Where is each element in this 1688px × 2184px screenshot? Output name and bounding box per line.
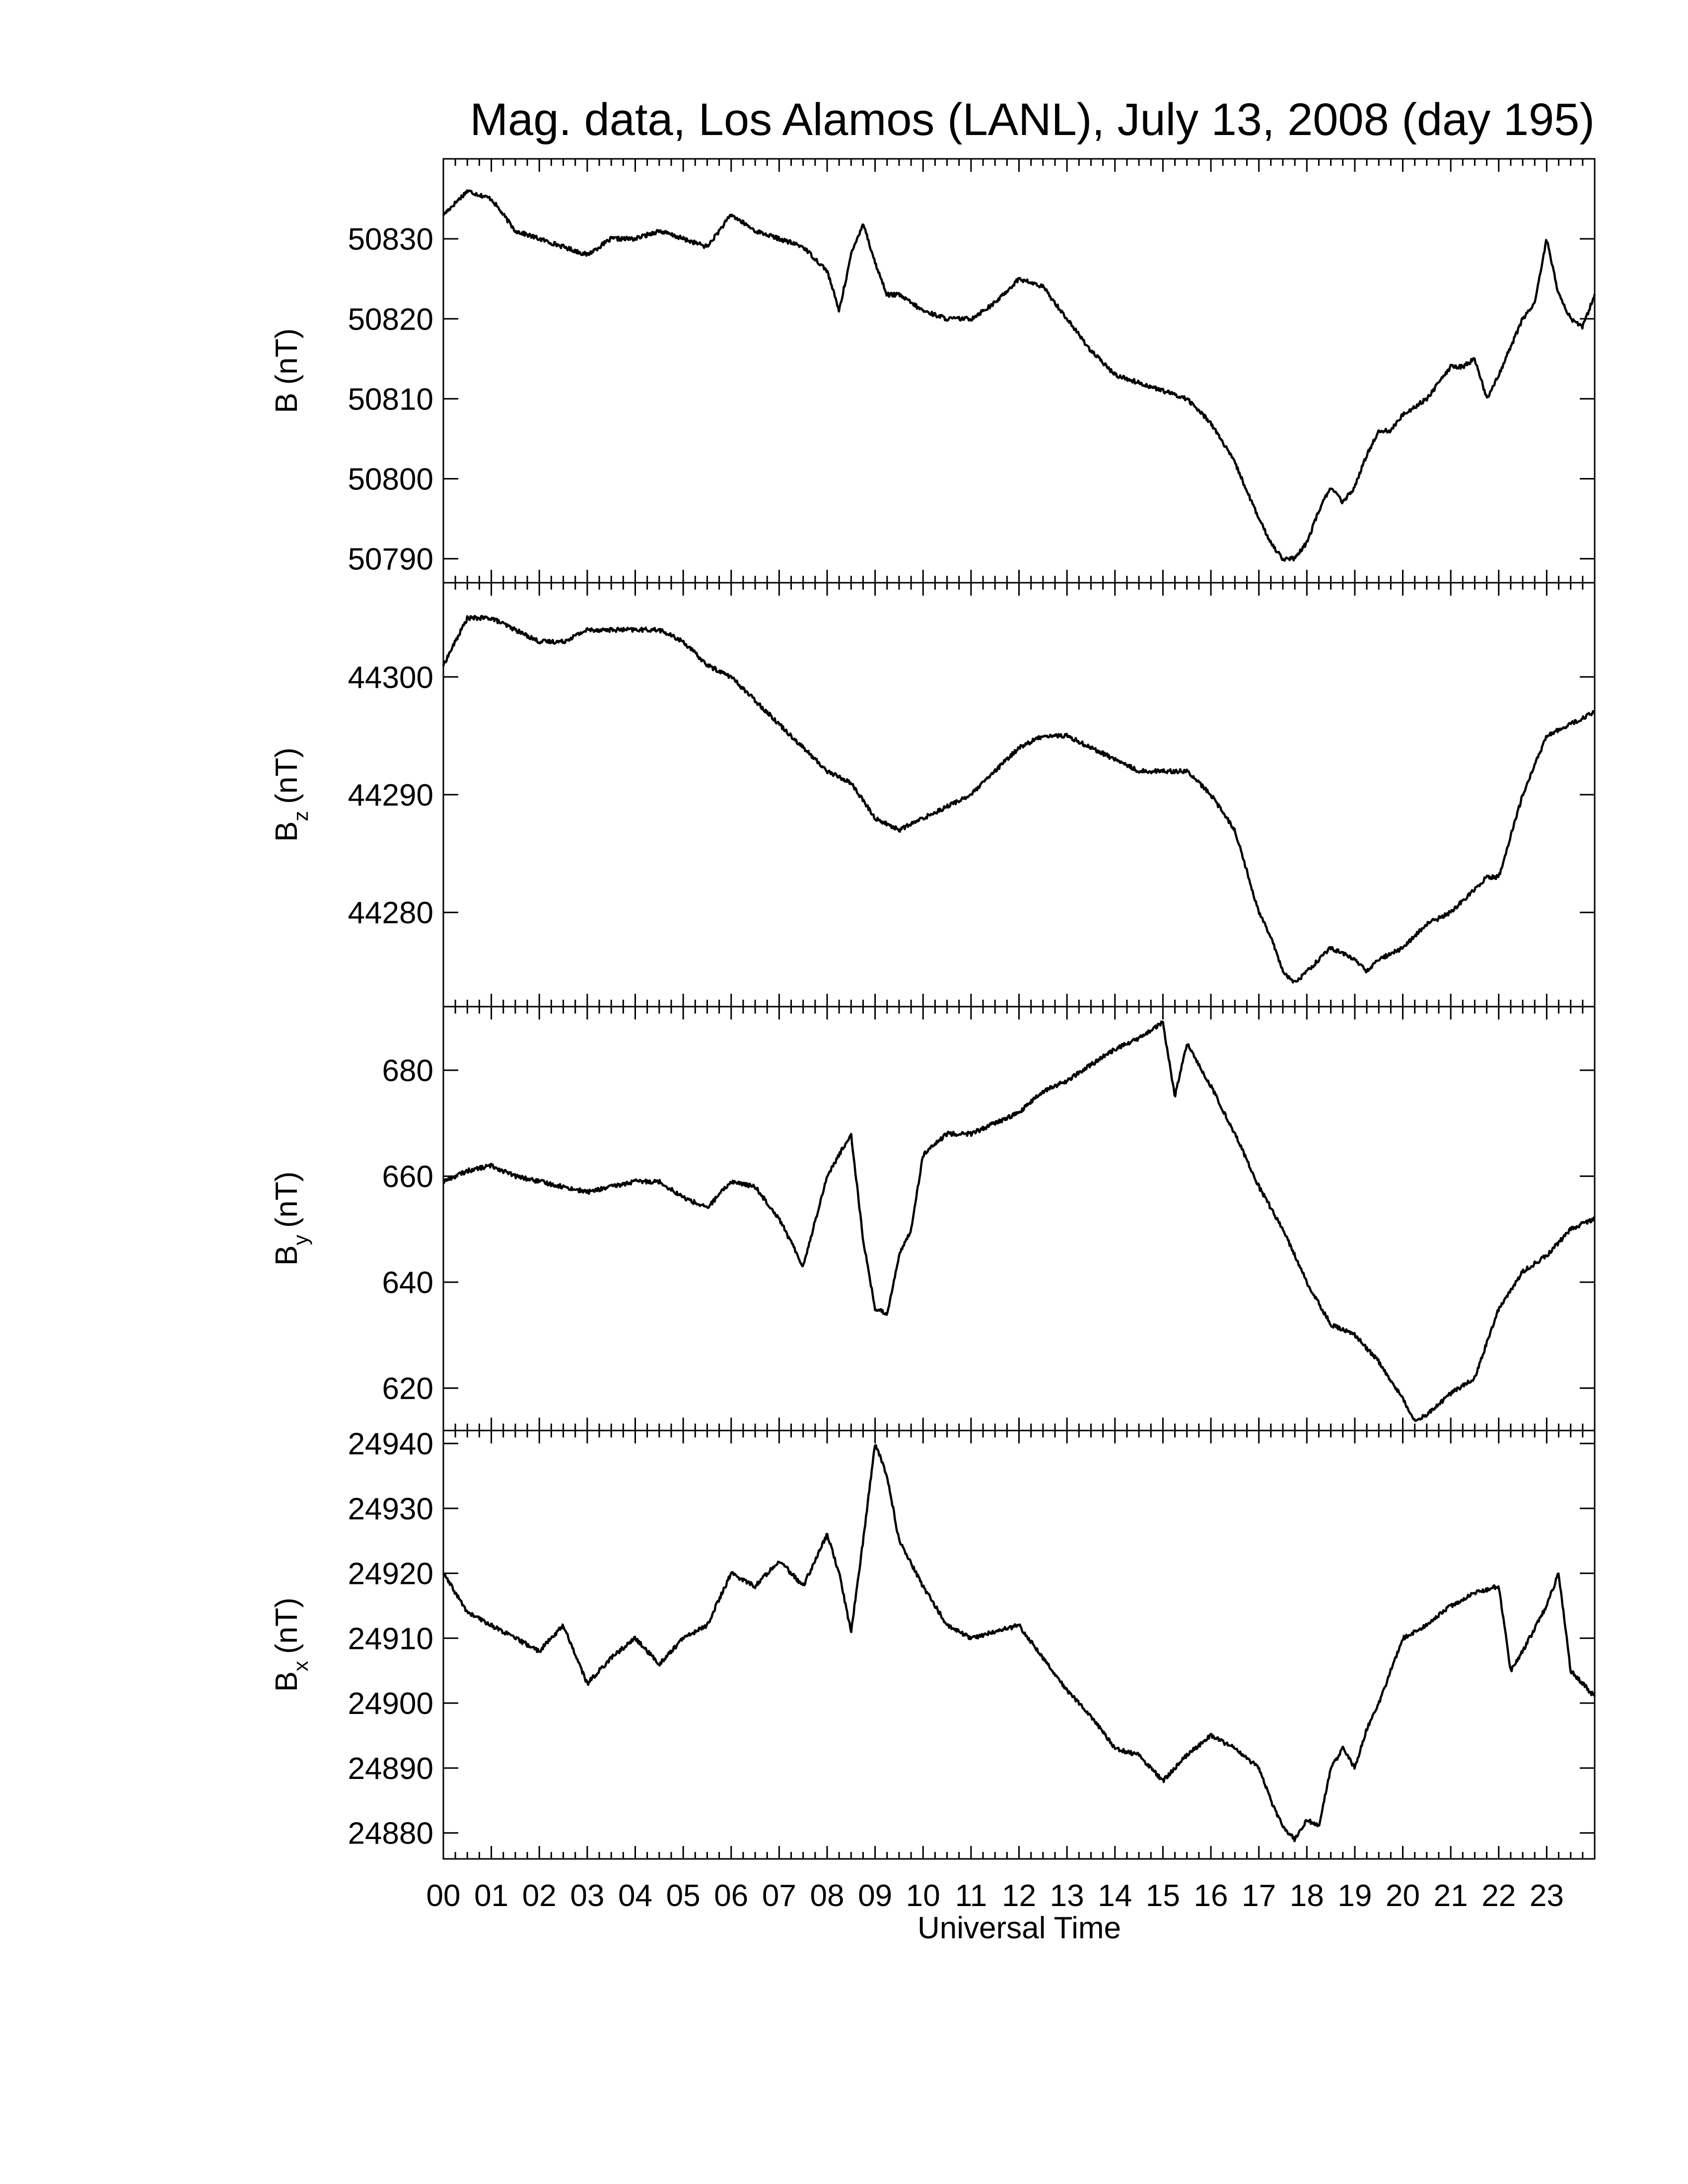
y-tick-label: 50830 <box>348 222 433 257</box>
x-tick-label: 02 <box>522 1879 557 1913</box>
x-tick-label: 20 <box>1386 1879 1420 1913</box>
x-tick-label: 09 <box>858 1879 892 1913</box>
x-tick-label: 13 <box>1050 1879 1084 1913</box>
y-tick-label: 640 <box>382 1266 433 1300</box>
y-axis-subscript: y <box>289 1235 312 1245</box>
y-axis-title-4: Bx (nT) <box>270 1597 312 1692</box>
y-tick-label: 50790 <box>348 543 433 577</box>
y-tick-label: 24940 <box>348 1427 433 1461</box>
x-tick-label: 19 <box>1337 1879 1372 1913</box>
y-axis-unit: (nT) <box>270 328 304 385</box>
y-axis-symbol: B <box>270 1671 304 1692</box>
plot-frame-3 <box>442 1006 1596 1432</box>
y-axis-title-1: B (nT) <box>270 328 304 413</box>
x-tick-label: 11 <box>955 1879 987 1913</box>
x-tick-label: 16 <box>1194 1879 1228 1913</box>
panel-2: 44280 44290 44300 Bz (nT) <box>270 582 1596 1008</box>
y-axis-title-2: Bz (nT) <box>270 748 312 842</box>
x-tick-label: 06 <box>714 1879 748 1913</box>
y-tick-label: 24900 <box>348 1687 433 1721</box>
x-tick-label: 03 <box>570 1879 604 1913</box>
x-tick-label: 05 <box>666 1879 701 1913</box>
x-tick-label: 12 <box>1002 1879 1036 1913</box>
y-axis-symbol: B <box>270 1245 304 1266</box>
series-line-1 <box>442 189 1596 562</box>
y-tick-label: 24890 <box>348 1752 433 1786</box>
x-tick-label: 21 <box>1434 1879 1468 1913</box>
y-axis-title-3: By (nT) <box>270 1171 312 1266</box>
y-tick-label: 24880 <box>348 1817 433 1851</box>
x-tick-label: 15 <box>1146 1879 1180 1913</box>
y-axis-unit: (nT) <box>270 1597 304 1654</box>
chart-title: Mag. data, Los Alamos (LANL), July 13, 2… <box>470 94 1595 145</box>
x-tick-label: 18 <box>1290 1879 1324 1913</box>
y-axis-symbol: B <box>270 821 304 842</box>
y-axis-unit: (nT) <box>270 1171 304 1228</box>
x-tick-label: 07 <box>762 1879 796 1913</box>
x-tick-label: 08 <box>810 1879 844 1913</box>
y-tick-label: 44300 <box>348 661 433 695</box>
y-tick-label: 50820 <box>348 302 433 337</box>
y-tick-label: 24910 <box>348 1622 433 1656</box>
x-tick-label: 23 <box>1530 1879 1564 1913</box>
x-tick-label: 01 <box>474 1879 508 1913</box>
x-tick-label: 17 <box>1242 1879 1276 1913</box>
y-tick-label: 660 <box>382 1160 433 1194</box>
x-tick-label: 04 <box>618 1879 652 1913</box>
series-line-3 <box>443 1020 1596 1422</box>
x-axis-title: Universal Time <box>917 1911 1121 1945</box>
series-line-4 <box>442 1444 1596 1843</box>
panel-1: 50790 50800 50810 50820 50830 B (nT) <box>270 158 1596 584</box>
y-axis-subscript: z <box>289 811 312 821</box>
series-line-2 <box>442 614 1595 984</box>
y-tick-label: 24930 <box>348 1492 433 1526</box>
y-axis-subscript: x <box>289 1661 312 1671</box>
y-axis-symbol: B <box>270 393 304 413</box>
y-tick-label: 620 <box>382 1372 433 1406</box>
x-axis: 00 01 02 03 04 05 06 07 08 09 10 11 12 13 14 15 16 17 18 19… <box>426 1879 1564 1913</box>
plot-frame-1 <box>442 158 1596 584</box>
panel-4: 24880 24890 24900 24910 24920 24930 24940 Bx (nT… <box>270 1427 1596 1860</box>
plot-frame-4 <box>442 1430 1596 1860</box>
x-tick-label: 22 <box>1481 1879 1516 1913</box>
y-tick-label: 24920 <box>348 1557 433 1591</box>
x-tick-label: 00 <box>426 1879 461 1913</box>
x-tick-label: 10 <box>906 1879 940 1913</box>
y-tick-label: 680 <box>382 1054 433 1088</box>
panel-3: 620 640 660 680 By (nT) <box>270 1006 1596 1432</box>
y-axis-unit: (nT) <box>270 748 304 804</box>
y-tick-label: 44280 <box>348 896 433 930</box>
panels-layer: 50790 50800 50810 50820 50830 B (nT) 44280 44290… <box>270 158 1596 1860</box>
x-tick-label: 14 <box>1098 1879 1132 1913</box>
y-tick-label: 50810 <box>348 382 433 416</box>
y-tick-label: 50800 <box>348 463 433 497</box>
y-tick-label: 44290 <box>348 778 433 813</box>
plot-frame-2 <box>442 582 1596 1008</box>
